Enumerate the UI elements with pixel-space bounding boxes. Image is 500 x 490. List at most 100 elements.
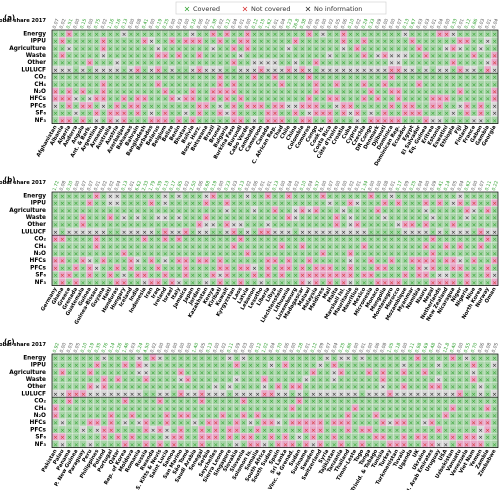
cell-marker: × [389,194,394,200]
cell-marker: × [60,32,65,38]
cell-marker: × [135,104,140,110]
cell-marker: × [94,259,99,265]
cell-marker: × [479,237,484,243]
row-label: N₂O [34,413,46,419]
cell-marker: × [122,223,127,229]
cell-marker: × [492,111,497,117]
cell-marker: × [67,111,72,117]
cell-marker: × [307,244,312,250]
cell-marker: × [465,90,470,96]
cell-marker: × [396,82,401,88]
cell-marker: × [443,406,448,412]
cell-marker: × [374,414,379,420]
cell-marker: × [307,61,312,67]
cell-marker: × [280,259,285,265]
cell-marker: × [252,237,257,243]
cell-marker: × [280,32,285,38]
cell-marker: × [53,46,58,52]
cell-marker: × [472,266,477,272]
cell-marker: × [252,54,257,60]
cell-marker: × [376,104,381,110]
cell-marker: × [376,46,381,52]
cell-marker: × [341,223,346,229]
cell-marker: × [135,68,140,74]
cell-marker: × [492,54,497,60]
cell-marker: × [211,244,216,250]
row-label: Other [27,60,46,66]
cell-marker: × [362,237,367,243]
row-label: Other [27,384,46,390]
cell-marker: × [245,216,250,222]
cell-marker: × [149,32,154,38]
cell-marker: × [211,46,216,52]
cell-marker: × [458,259,463,265]
cell-marker: × [429,356,434,362]
cell-marker: × [403,208,408,214]
cell-marker: × [465,39,470,45]
cell-marker: × [273,104,278,110]
cell-marker: × [60,82,65,88]
cell-marker: × [479,39,484,45]
cell-marker: × [245,259,250,265]
cell-marker: × [94,194,99,200]
cell-marker: × [255,363,260,369]
cell-marker: × [231,252,236,258]
cell-marker: × [374,406,379,412]
cell-marker: × [389,273,394,279]
cell-marker: × [362,273,367,279]
cell-marker: × [485,75,490,81]
cell-marker: × [492,244,497,250]
cell-marker: × [382,216,387,222]
cell-marker: × [479,54,484,60]
cell-marker: × [328,54,333,60]
cell-marker: × [179,399,184,405]
cell-marker: × [464,378,469,384]
cell-marker: × [485,54,490,60]
cell-marker: × [362,216,367,222]
cell-marker: × [129,54,134,60]
cell-marker: × [307,259,312,265]
cell-marker: × [60,237,65,243]
global-share-value: 0.12 [223,18,232,30]
cell-marker: × [156,259,161,265]
cell-marker: × [211,259,216,265]
cell-marker: × [430,273,435,279]
cell-marker: × [183,252,188,258]
cell-marker: × [280,54,285,60]
cell-marker: × [163,216,168,222]
cell-marker: × [87,216,92,222]
cell-marker: × [321,46,326,52]
cell-marker: × [238,216,243,222]
cell-marker: × [190,32,195,38]
cell-marker: × [115,216,120,222]
cell-marker: × [266,244,271,250]
global-share-value: 0.03 [422,18,431,30]
cell-marker: × [450,363,455,369]
cell-marker: × [252,32,257,38]
cell-marker: × [245,54,250,60]
cell-marker: × [300,194,305,200]
cell-marker: × [403,61,408,67]
cell-marker: × [266,259,271,265]
cell-marker: × [318,414,323,420]
cell-marker: × [318,378,323,384]
cell-marker: × [465,252,470,258]
cell-marker: × [135,208,140,214]
cell-marker: × [437,273,442,279]
cell-marker: × [485,363,490,369]
cell-marker: × [286,39,291,45]
global-share-value: 1.62 [264,18,273,30]
cell-marker: × [135,54,140,60]
cell-marker: × [403,266,408,272]
row-label: IPPU [31,39,47,45]
cell-marker: × [60,104,65,110]
cell-marker: × [245,266,250,272]
cell-marker: × [403,216,408,222]
cell-marker: × [355,32,360,38]
cell-marker: × [325,356,330,362]
cell-marker: × [485,244,490,250]
global-share-value: 0.13 [120,18,129,30]
cell-marker: × [374,399,379,405]
cell-marker: × [190,111,195,117]
cell-marker: × [478,378,483,384]
